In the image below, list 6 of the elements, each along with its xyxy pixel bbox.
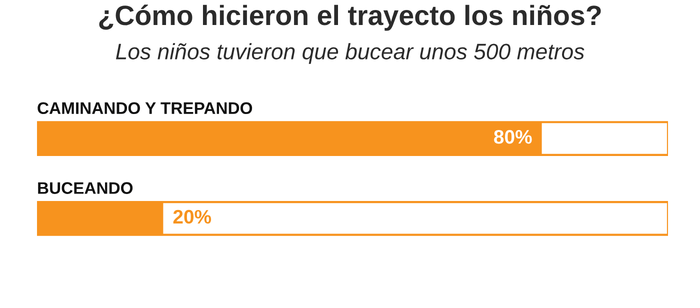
chart-title: ¿Cómo hicieron el trayecto los niños? bbox=[99, 4, 601, 31]
y-tick-label: BUCEANDO bbox=[38, 182, 133, 194]
y-tick-label: CAMINANDO Y TREPANDO bbox=[38, 102, 252, 114]
data-label: 80% bbox=[494, 130, 532, 144]
chart-subtitle: Los niños tuvieron que bucear unos 500 metros bbox=[116, 43, 584, 64]
data-label: 20% bbox=[173, 210, 212, 224]
